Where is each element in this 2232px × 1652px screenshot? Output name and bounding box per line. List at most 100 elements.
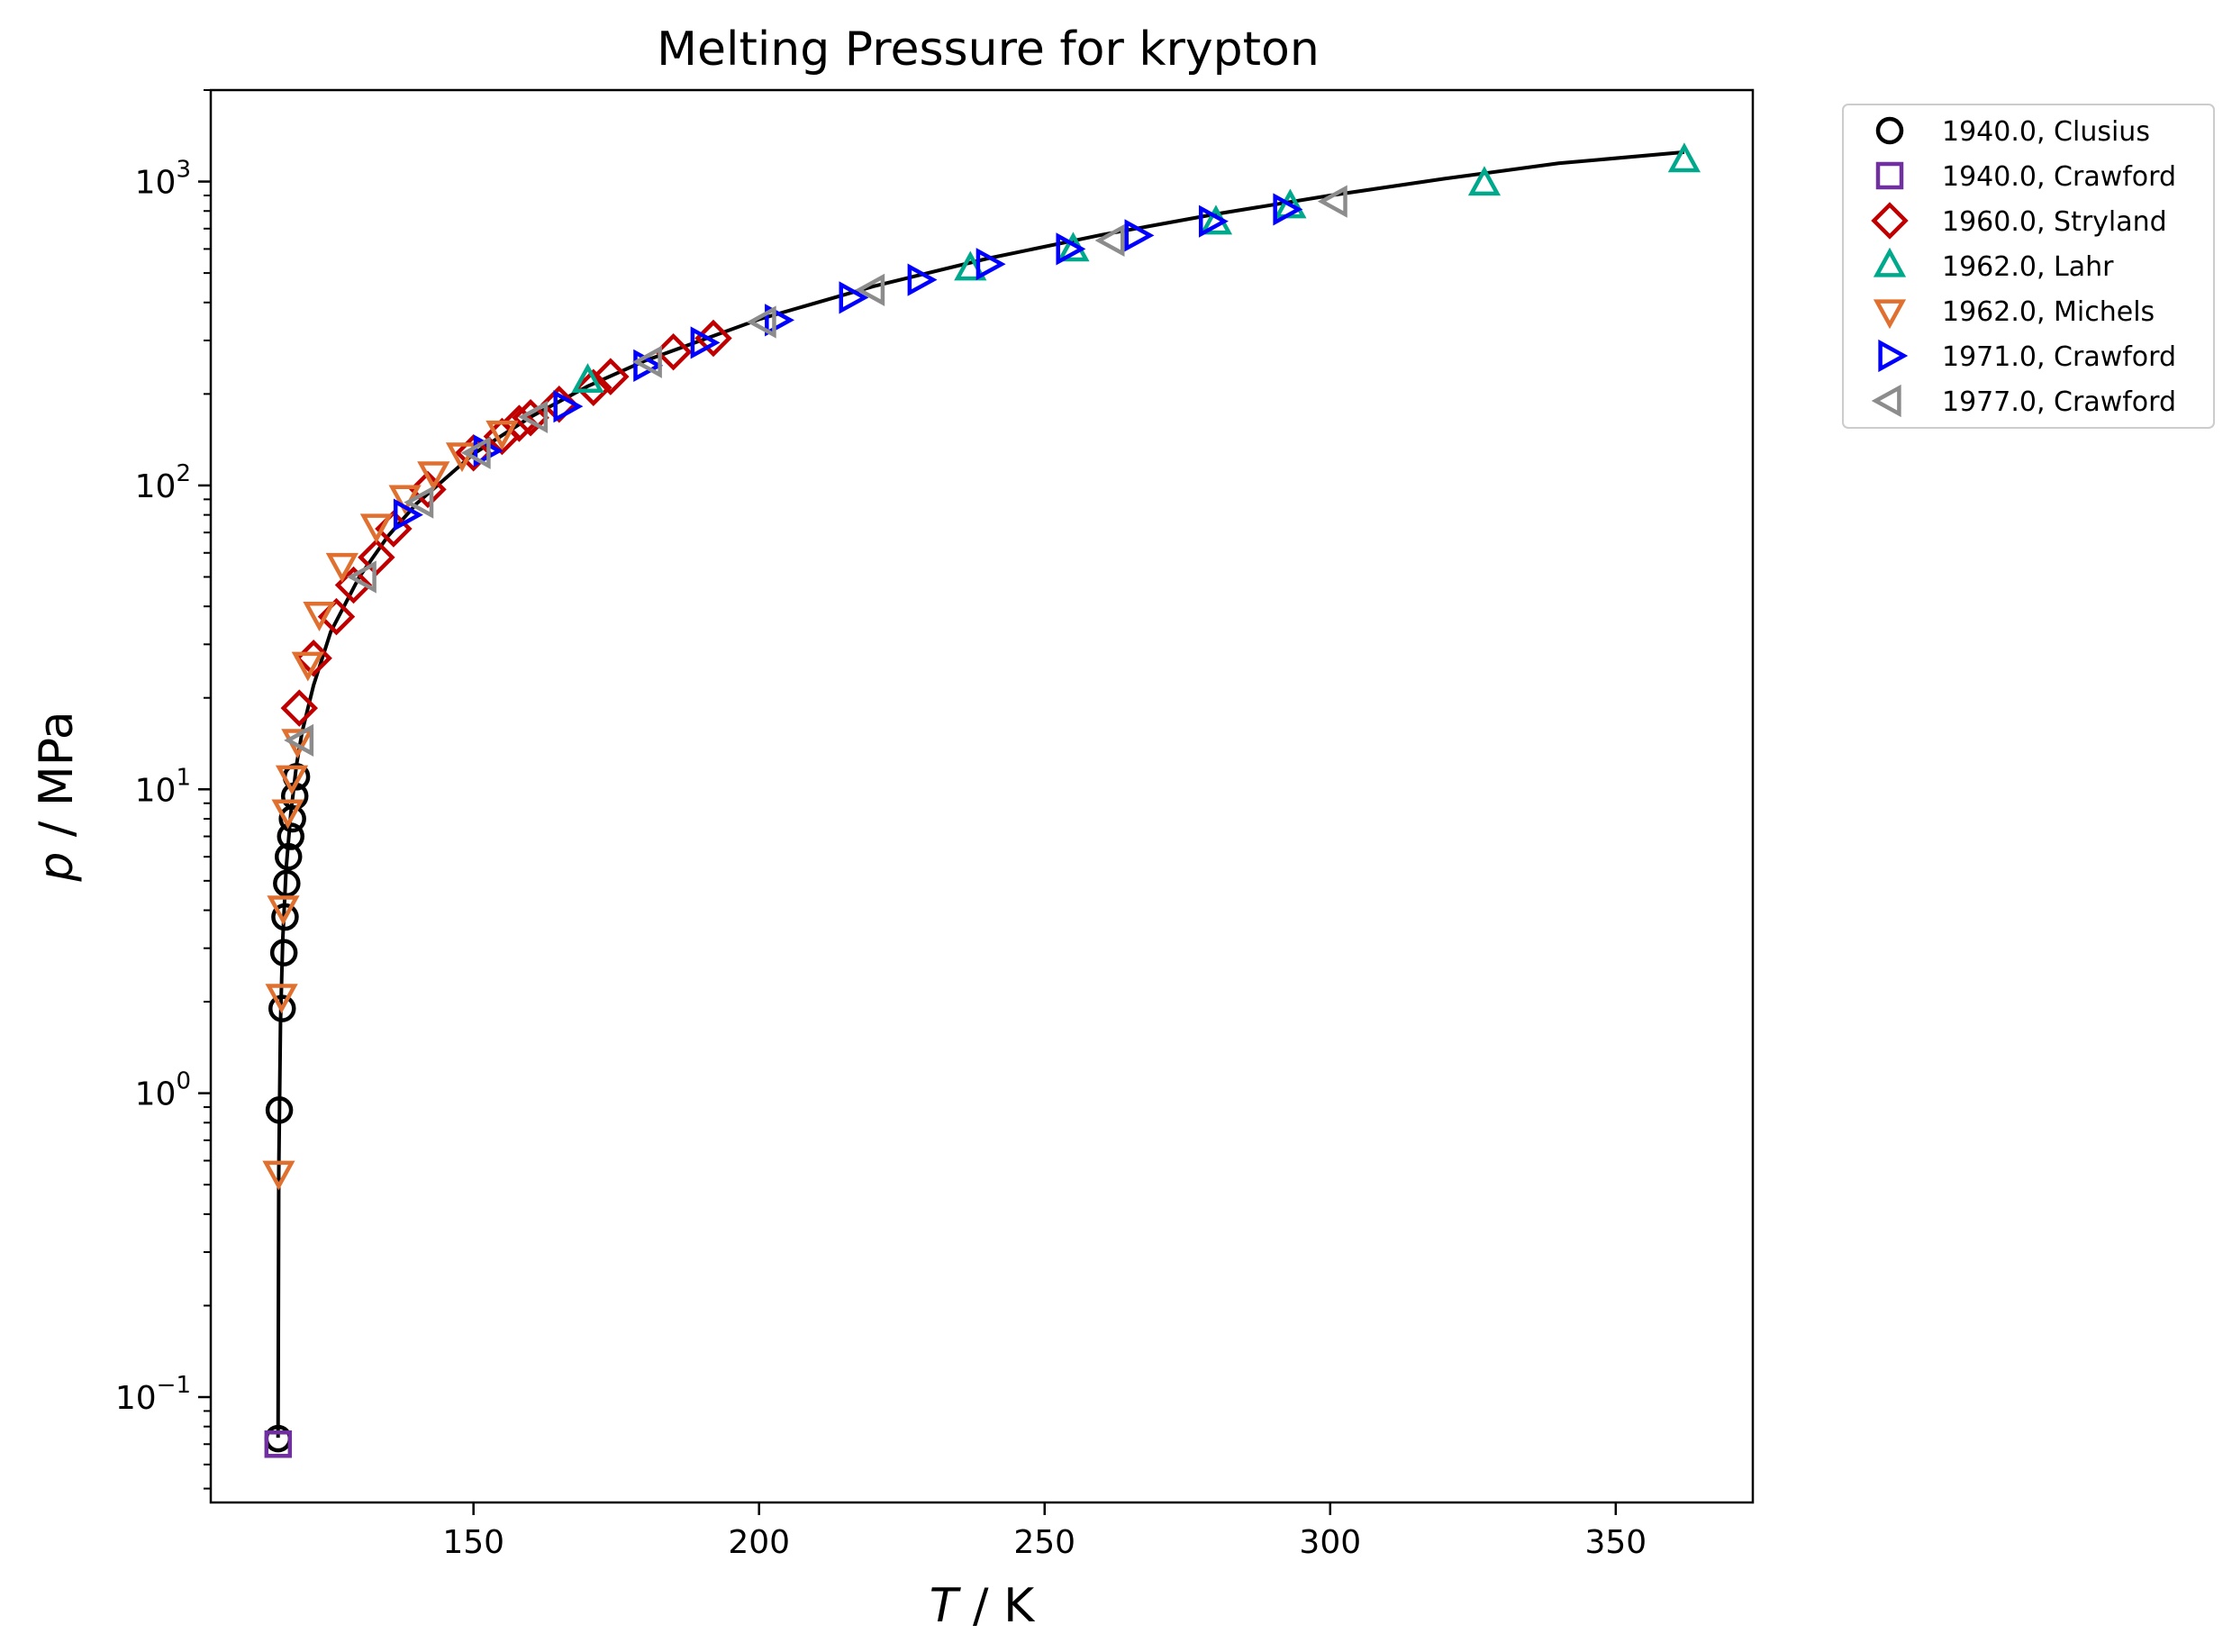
fit-curve-layer: [276, 150, 1685, 1439]
legend-label: 1940.0, Clusius: [1942, 116, 2150, 148]
data-point: [393, 498, 423, 531]
legend-marker: [1873, 247, 1907, 277]
data-point: [303, 602, 336, 631]
legend-item: 1960.0, Stryland: [1871, 202, 2167, 240]
data-point: [280, 689, 319, 727]
data-point: [268, 994, 296, 1022]
data-point: [262, 1160, 295, 1191]
y-tick-exponent: 1: [176, 764, 191, 791]
legend-marker: [1871, 384, 1901, 418]
legend-item: 1977.0, Crawford: [1871, 384, 2176, 418]
data-point: [592, 358, 630, 395]
data-point: [325, 552, 358, 583]
data-point: [265, 1096, 294, 1124]
data-point: [460, 436, 491, 469]
series-5: [262, 420, 519, 1191]
series-4: [571, 142, 1701, 394]
data-point: [269, 939, 298, 967]
y-tick-label: 10−1: [115, 1372, 191, 1417]
x-axis-ticks: 150 200 250 300 350: [442, 1502, 1647, 1561]
y-tick-label: 100: [135, 1068, 191, 1113]
data-point: [267, 895, 300, 926]
data-point: [485, 420, 519, 450]
data-point: [417, 461, 450, 492]
x-tick-label: 150: [442, 1524, 504, 1561]
legend-label: 1940.0, Crawford: [1942, 161, 2176, 193]
data-point: [907, 263, 938, 296]
series-7: [284, 185, 1347, 757]
data-point: [274, 842, 303, 871]
data-point: [1667, 142, 1701, 173]
y-tick-exponent: 0: [176, 1068, 191, 1095]
legend-label: 1962.0, Michels: [1942, 296, 2155, 328]
data-point: [1273, 193, 1303, 226]
data-point: [271, 903, 299, 931]
data-point: [975, 248, 1006, 281]
data-point: [512, 399, 549, 437]
fit-curve: [276, 150, 1685, 1439]
data-point: [518, 400, 549, 434]
data-point: [1124, 219, 1155, 252]
x-tick-label: 350: [1584, 1524, 1647, 1561]
y-tick-base: 10: [135, 165, 177, 202]
y-tick-label: 103: [135, 157, 191, 202]
data-point: [633, 349, 664, 382]
y-axis-label: p / MPa: [30, 711, 84, 882]
series-3: [280, 319, 732, 727]
data-point: [275, 765, 309, 795]
y-tick-exponent: 3: [176, 157, 191, 184]
data-point: [1274, 188, 1307, 219]
data-point: [284, 723, 314, 757]
data-point: [631, 345, 662, 378]
data-point: [277, 822, 305, 850]
legend-marker: [1875, 161, 1904, 190]
data-point: [271, 799, 304, 830]
data-point: [454, 434, 493, 472]
data-point: [1317, 185, 1347, 218]
data-point: [404, 486, 434, 519]
x-tick-label: 300: [1299, 1524, 1361, 1561]
legend-item: 1940.0, Crawford: [1875, 161, 2176, 193]
data-point: [765, 304, 795, 337]
y-axis-label-unit: / MPa: [30, 711, 84, 851]
data-point: [409, 470, 447, 509]
series-6: [393, 193, 1303, 531]
y-tick-base: 10: [135, 468, 177, 505]
data-point: [694, 319, 732, 358]
legend-marker: [1873, 299, 1907, 330]
data-point: [540, 386, 578, 423]
x-tick-label: 200: [728, 1524, 790, 1561]
x-tick-label: 250: [1013, 1524, 1075, 1561]
data-point: [690, 326, 721, 359]
legend-box: [1842, 104, 2215, 429]
data-point: [291, 651, 324, 682]
data-point: [1467, 166, 1502, 196]
x-axis-label-variable: T: [930, 1579, 962, 1633]
data-point: [654, 332, 693, 371]
y-tick-base: 10: [135, 772, 177, 809]
plot-frame: [209, 88, 1755, 1504]
data-point: [1094, 223, 1125, 258]
y-tick-base: 10: [115, 1380, 157, 1417]
legend-label: 1962.0, Lahr: [1942, 251, 2114, 283]
data-point: [746, 305, 776, 339]
legend-marker: [1878, 339, 1909, 373]
y-tick-exponent: −1: [157, 1372, 191, 1399]
legend-label: 1971.0, Crawford: [1942, 341, 2176, 373]
legend-marker: [1875, 116, 1904, 145]
x-axis-label: T / K: [930, 1579, 1036, 1633]
legend-item: 1962.0, Michels: [1873, 296, 2155, 330]
data-point: [1198, 204, 1229, 238]
legend-item: 1971.0, Crawford: [1878, 339, 2176, 373]
legend-label: 1977.0, Crawford: [1942, 386, 2176, 418]
chart-title: Melting Pressure for krypton: [657, 23, 1320, 77]
legend-item: 1940.0, Clusius: [1875, 116, 2150, 148]
data-point: [1056, 232, 1086, 266]
data-point: [839, 281, 869, 314]
data-point: [346, 560, 377, 594]
data-point: [571, 363, 604, 394]
y-axis-label-variable: p: [30, 852, 84, 883]
y-tick-label: 101: [135, 764, 191, 809]
